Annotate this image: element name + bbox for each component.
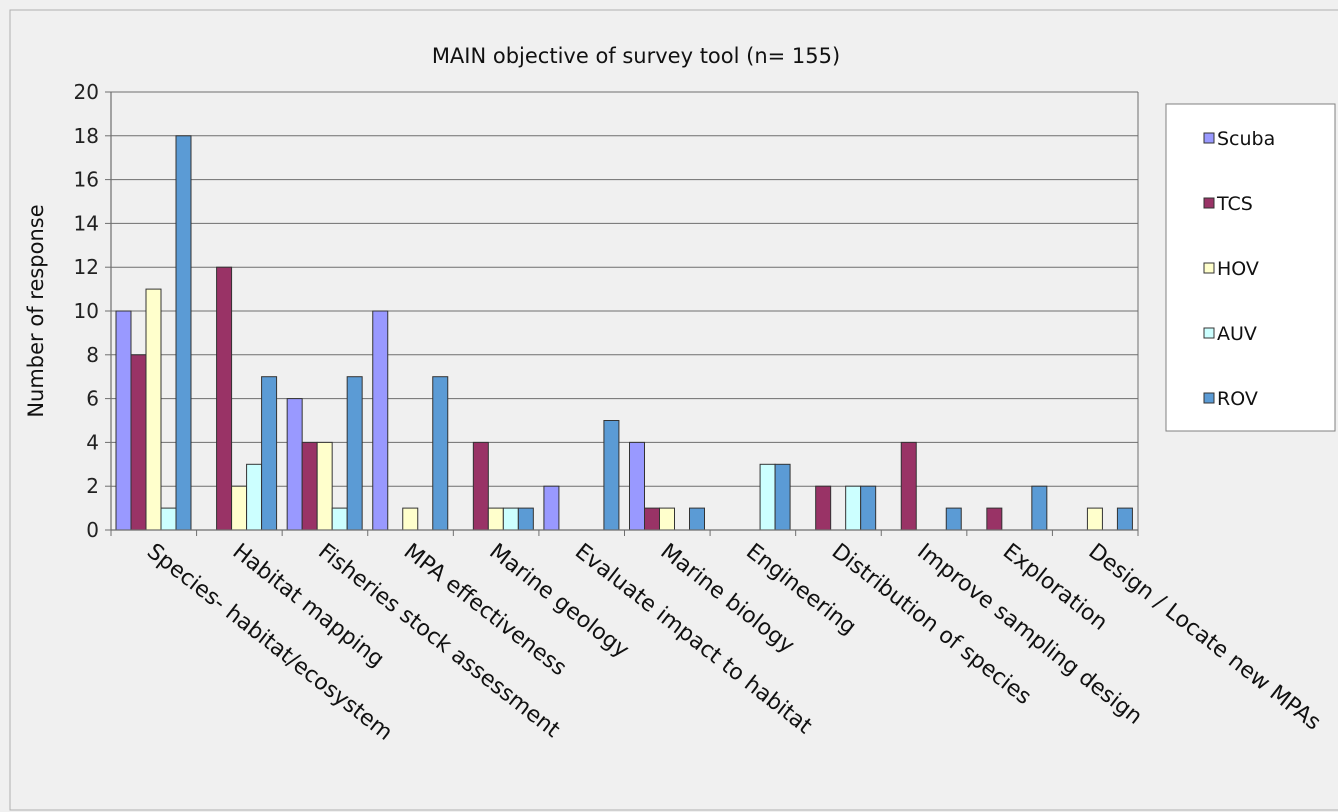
bar-hov-6 bbox=[659, 507, 675, 531]
y-tick-label: 12 bbox=[74, 255, 99, 279]
bar-hov-11 bbox=[1086, 507, 1103, 531]
bar-hov-3 bbox=[402, 507, 419, 531]
legend-label-rov: ROV bbox=[1217, 388, 1258, 410]
y-tick-label: 18 bbox=[74, 124, 99, 148]
bar-rov-9 bbox=[945, 507, 962, 531]
bar-auv-4 bbox=[502, 507, 519, 531]
legend-swatch-rov bbox=[1203, 392, 1215, 404]
bar-scuba-5 bbox=[543, 485, 560, 531]
bar-auv-2 bbox=[331, 507, 348, 531]
bar-rov-2 bbox=[346, 376, 363, 531]
bar-rov-5 bbox=[603, 420, 620, 531]
legend: Scuba TCS HOV AUV ROV bbox=[1165, 103, 1336, 432]
bar-scuba-3 bbox=[372, 310, 389, 531]
y-tick-label: 2 bbox=[86, 474, 99, 498]
bars bbox=[115, 135, 1133, 531]
chart-title: MAIN objective of survey tool (n= 155) bbox=[432, 44, 840, 68]
bar-scuba-6 bbox=[629, 441, 645, 531]
y-tick-label: 16 bbox=[74, 168, 99, 192]
bar-rov-1 bbox=[261, 376, 278, 531]
bar-rov-8 bbox=[860, 485, 877, 531]
bar-tcs-9 bbox=[900, 441, 917, 531]
bar-auv-1 bbox=[246, 463, 263, 531]
bar-hov-1 bbox=[231, 485, 248, 531]
y-tick-label: 14 bbox=[74, 211, 99, 235]
legend-swatch-auv bbox=[1203, 327, 1215, 339]
legend-box bbox=[1165, 103, 1336, 432]
legend-label-auv: AUV bbox=[1217, 323, 1257, 345]
bar-tcs-2 bbox=[301, 441, 318, 531]
y-tick-label: 6 bbox=[86, 387, 99, 411]
bar-auv-8 bbox=[845, 485, 862, 531]
legend-label-scuba: Scuba bbox=[1217, 128, 1275, 150]
bar-scuba-0 bbox=[115, 310, 132, 531]
chart-area-border bbox=[9, 9, 1338, 811]
y-axis-label: Number of response bbox=[24, 204, 48, 417]
bar-rov-7 bbox=[774, 463, 791, 531]
legend-swatch-scuba bbox=[1203, 132, 1215, 144]
legend-label-tcs: TCS bbox=[1216, 193, 1253, 215]
bar-hov-0 bbox=[145, 288, 162, 531]
bar-tcs-0 bbox=[130, 354, 147, 531]
bar-rov-6 bbox=[689, 507, 705, 531]
y-tick-label: 4 bbox=[86, 430, 99, 454]
bar-auv-0 bbox=[160, 507, 177, 531]
bar-tcs-4 bbox=[472, 441, 489, 531]
y-tick-label: 20 bbox=[74, 80, 99, 104]
bar-tcs-10 bbox=[986, 507, 1003, 531]
bar-rov-4 bbox=[517, 507, 534, 531]
bar-tcs-8 bbox=[815, 485, 832, 531]
y-tick-label: 8 bbox=[86, 343, 99, 367]
legend-swatch-tcs bbox=[1203, 197, 1215, 209]
bar-rov-3 bbox=[432, 376, 449, 531]
bar-hov-2 bbox=[316, 441, 333, 531]
bar-tcs-6 bbox=[644, 507, 660, 531]
bar-rov-10 bbox=[1031, 485, 1048, 531]
bar-auv-7 bbox=[759, 463, 776, 531]
bar-rov-11 bbox=[1116, 507, 1133, 531]
bar-hov-4 bbox=[487, 507, 504, 531]
y-tick-labels: 0 2 4 6 8 10 12 14 16 18 20 bbox=[74, 80, 99, 542]
bar-tcs-1 bbox=[216, 266, 233, 531]
legend-swatch-hov bbox=[1203, 262, 1215, 274]
y-tick-label: 10 bbox=[74, 299, 99, 323]
axes bbox=[105, 91, 1139, 536]
bar-scuba-2 bbox=[286, 398, 303, 531]
bar-rov-0 bbox=[175, 135, 192, 531]
legend-label-hov: HOV bbox=[1217, 258, 1259, 280]
y-tick-label: 0 bbox=[86, 518, 99, 542]
